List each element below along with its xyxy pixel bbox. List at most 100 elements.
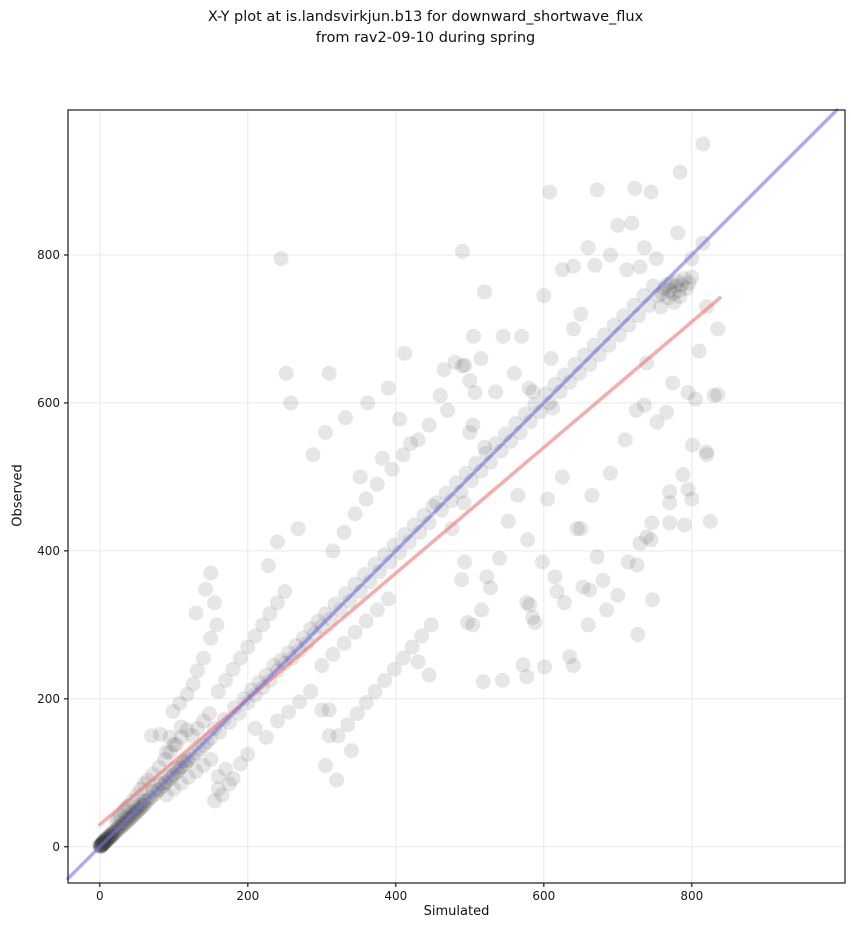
scatter-point: [680, 385, 696, 401]
scatter-point: [436, 362, 452, 378]
scatter-point: [247, 628, 263, 644]
scatter-point: [565, 658, 581, 674]
scatter-point: [537, 659, 553, 675]
scatter-point: [349, 706, 365, 722]
scatter-point: [173, 719, 189, 735]
scatter-point: [580, 240, 596, 256]
scatter-point: [595, 572, 611, 588]
scatter-point: [624, 215, 640, 231]
scatter-point: [643, 532, 659, 548]
scatter-point: [617, 432, 633, 448]
scatter-point: [684, 269, 700, 285]
scatter-point: [173, 775, 189, 791]
scatter-point: [477, 284, 493, 300]
scatter-point: [321, 702, 337, 718]
scatter-point: [207, 793, 223, 809]
scatter-point: [500, 513, 516, 529]
scatter-point: [673, 277, 689, 293]
scatter-point: [195, 650, 211, 666]
scatter-point: [332, 602, 348, 618]
scatter-point: [305, 447, 321, 463]
scatter-point: [462, 373, 478, 389]
scatter-point: [221, 776, 237, 792]
scatter-point: [318, 757, 334, 773]
scatter-point: [629, 557, 645, 573]
x-tick-label: 800: [680, 889, 703, 903]
scatter-point: [494, 672, 510, 688]
scatter-point: [218, 672, 234, 688]
scatter-point: [195, 713, 211, 729]
scatter-point: [375, 450, 390, 466]
scatter-point: [483, 580, 499, 596]
scatter-point: [521, 380, 537, 396]
scatter-point: [158, 787, 174, 803]
scatter-point: [136, 776, 152, 792]
scatter-point: [519, 669, 535, 685]
scatter-point: [628, 402, 644, 418]
scatter-point: [258, 729, 274, 745]
scatter-point: [162, 744, 178, 760]
scatter-point: [684, 251, 700, 267]
scatter-point: [255, 617, 271, 633]
scatter-point: [210, 781, 226, 797]
scatter-point: [602, 247, 618, 263]
scatter-point: [522, 597, 538, 613]
scatter-point: [380, 380, 396, 396]
scatter-point: [201, 706, 217, 722]
scatter-point: [632, 535, 648, 551]
scatter-point: [342, 593, 358, 609]
scatter-point: [473, 351, 489, 367]
x-tick-label: 200: [236, 889, 259, 903]
scatter-point: [680, 481, 696, 497]
scatter-point: [659, 277, 675, 293]
scatter-point: [367, 683, 383, 699]
x-axis-label: Simulated: [423, 904, 490, 919]
scatter-point: [421, 667, 437, 683]
scatter-point: [547, 569, 563, 585]
scatter-point: [325, 646, 341, 662]
scatter-point: [610, 217, 626, 233]
x-tick-label: 600: [532, 889, 555, 903]
scatter-point: [404, 639, 420, 655]
scatter-point: [172, 695, 188, 711]
scatter-point: [203, 751, 219, 767]
scatter-point: [403, 436, 419, 452]
scatter-point: [377, 672, 393, 688]
scatter-point: [554, 262, 570, 278]
scatter-point: [649, 414, 665, 430]
scatter-point: [369, 476, 385, 492]
chart-title-line1: X-Y plot at is.landsvirkjun.b13 for down…: [207, 9, 644, 25]
scatter-point: [602, 465, 618, 481]
scatter-point: [688, 391, 704, 407]
scatter-point: [454, 243, 470, 259]
scatter-point: [284, 650, 300, 666]
scatter-point: [584, 487, 600, 503]
scatter-point: [395, 650, 411, 666]
scatter-point: [525, 609, 541, 625]
scatter-point: [672, 164, 688, 180]
scatter-point: [520, 532, 536, 548]
scatter-point: [540, 491, 556, 507]
scatter-point: [474, 602, 490, 618]
scatter-point: [340, 717, 356, 733]
scatter-point: [262, 606, 278, 622]
scatter-point: [210, 768, 226, 784]
scatter-point: [648, 251, 664, 267]
scatter-point: [447, 354, 463, 370]
scatter-point: [210, 683, 226, 699]
scatter-point: [290, 521, 306, 537]
scatter-point: [184, 728, 200, 744]
scatter-point: [589, 182, 605, 198]
scatter-point: [207, 595, 223, 611]
scatter-point: [321, 365, 337, 381]
scatter-point: [643, 184, 659, 200]
scatter-point: [666, 294, 682, 310]
scatter-point: [380, 591, 396, 607]
scatter-point: [536, 288, 552, 304]
scatter-point: [660, 290, 676, 306]
scatter-point: [190, 720, 205, 736]
scatter-point: [545, 400, 561, 416]
scatter-point: [671, 282, 687, 298]
scatter-point: [414, 628, 430, 644]
scatter-point: [314, 702, 330, 718]
